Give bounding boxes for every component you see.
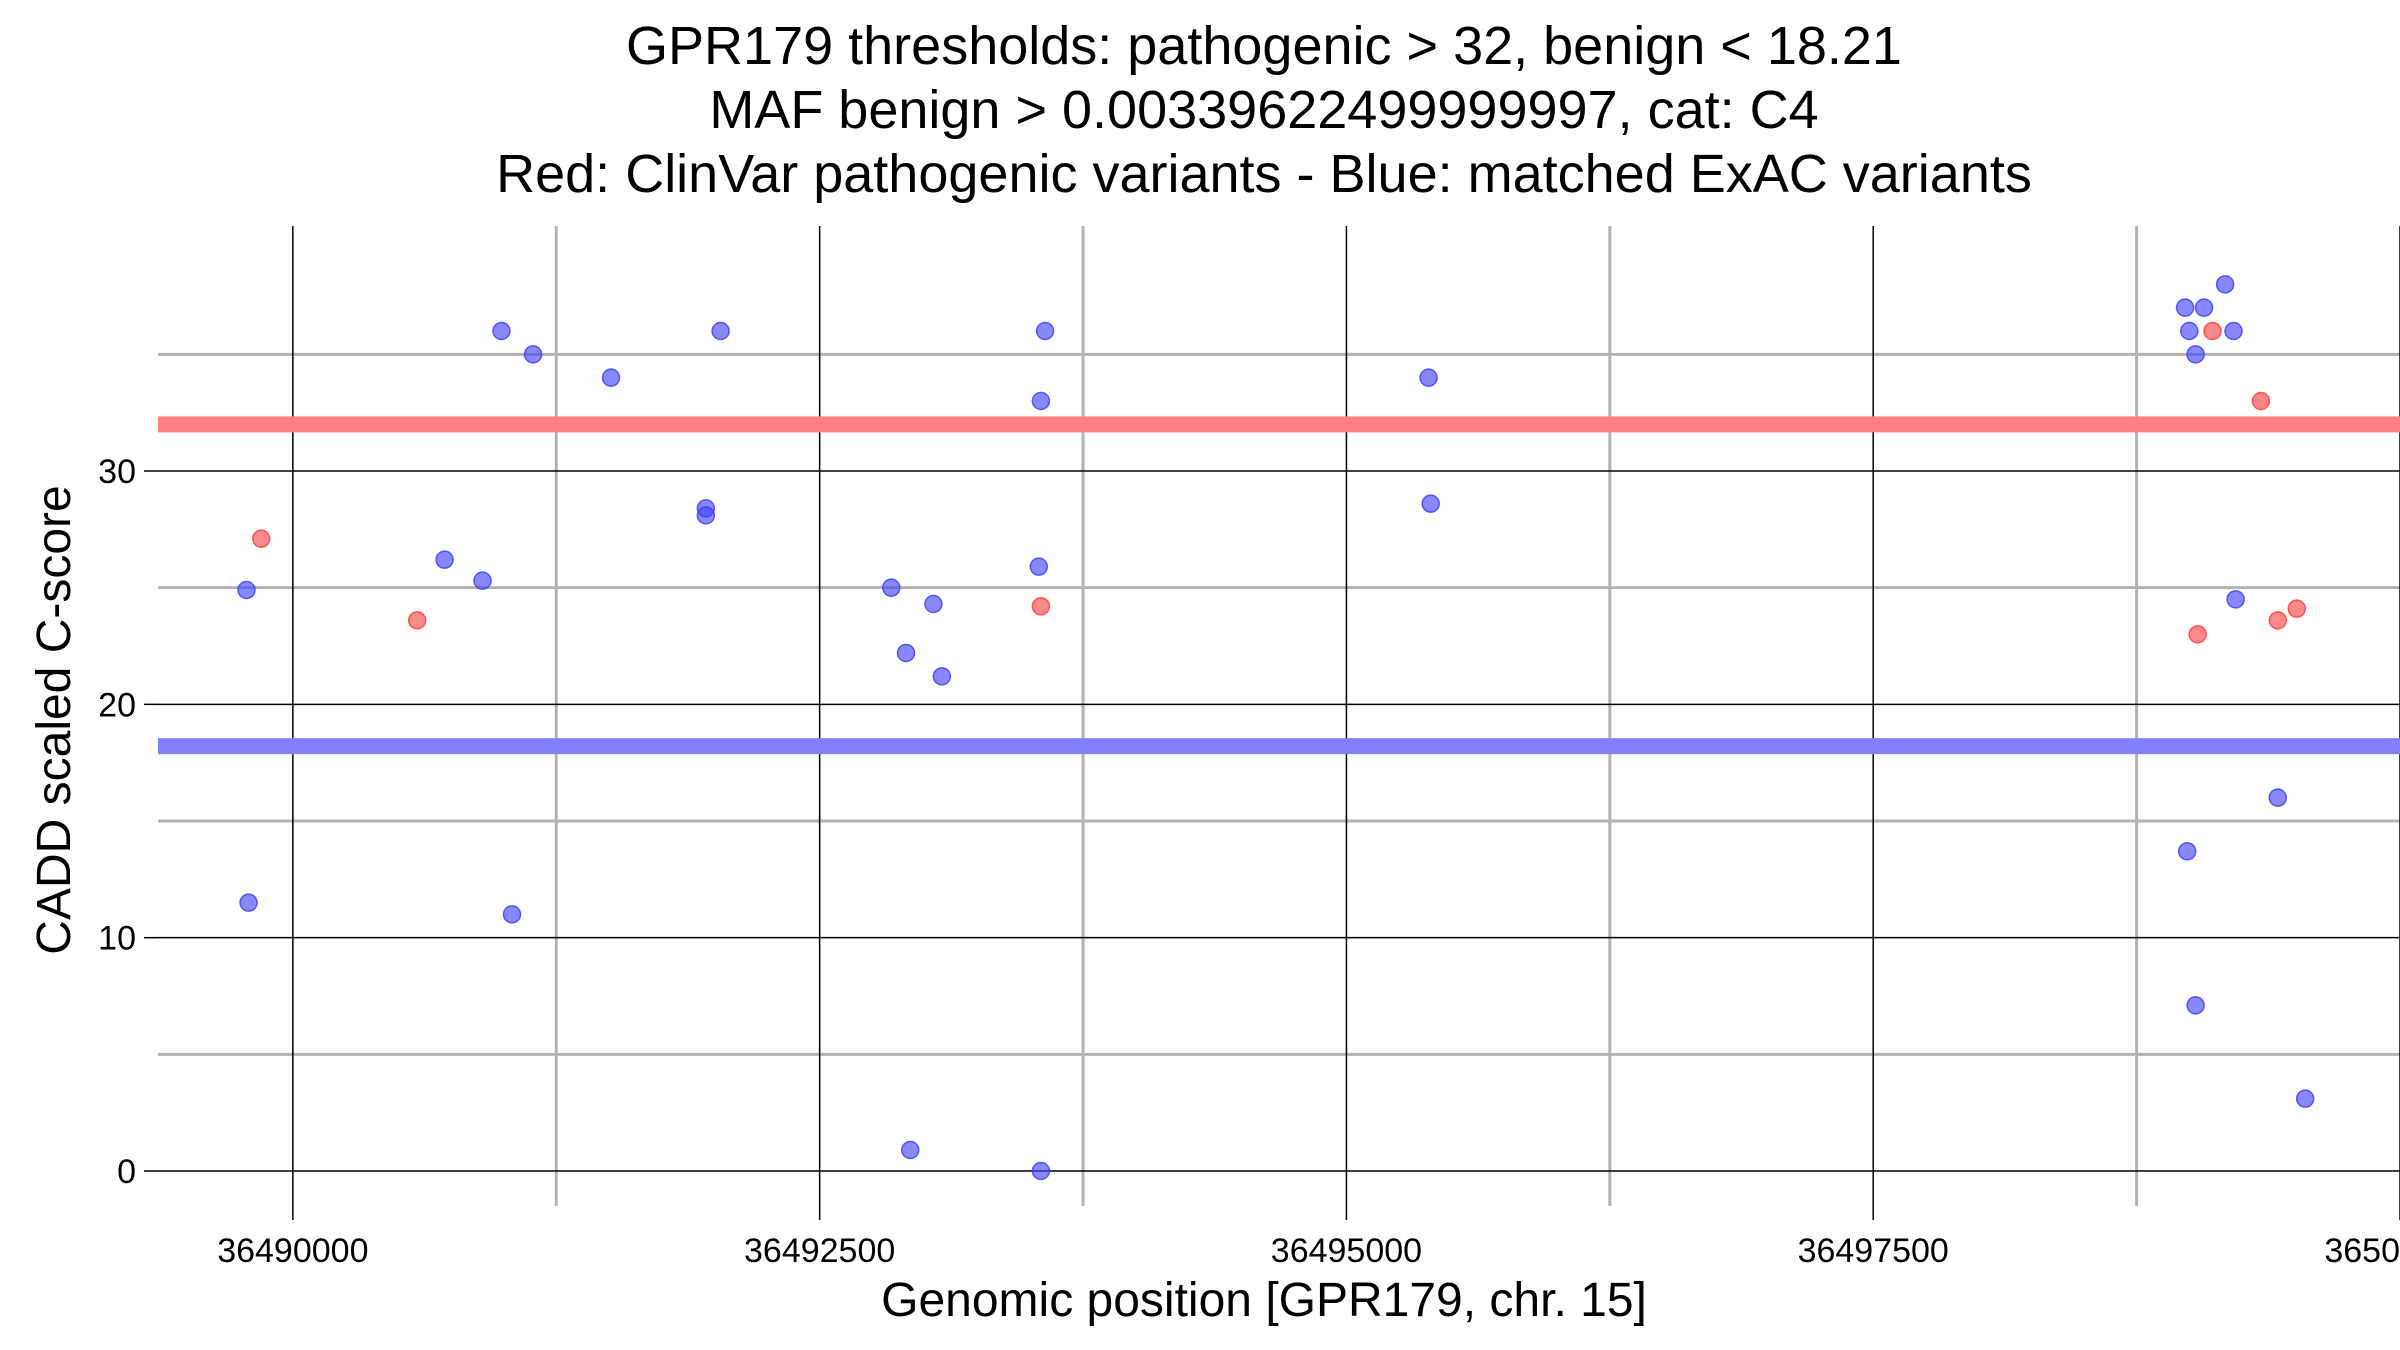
clinvar-pathogenic-point — [2251, 391, 2271, 411]
y-axis-title: CADD scaled C-score — [28, 485, 81, 954]
exac-variant-point — [924, 594, 943, 614]
exac-variant-point — [2224, 321, 2243, 341]
exac-variant-point — [1421, 494, 1440, 513]
exac-variant-point — [2186, 996, 2205, 1015]
grid-lines — [158, 226, 2400, 1206]
exac-variant-point — [2215, 275, 2235, 294]
clinvar-pathogenic-point — [2268, 611, 2288, 630]
exac-variant-point — [1419, 368, 1438, 387]
clinvar-pathogenic-point — [2287, 599, 2306, 618]
title-line-3: Red: ClinVar pathogenic variants - Blue:… — [496, 144, 2032, 204]
exac-variant-point — [882, 578, 901, 597]
exac-variant-point — [2177, 842, 2197, 861]
exac-variant-point — [523, 345, 543, 364]
title-line-2: MAF benign > 0.00339622499999997, cat: C… — [709, 80, 1818, 140]
y-tick-label: 0 — [117, 1153, 136, 1191]
chart-title: GPR179 thresholds: pathogenic > 32, beni… — [496, 16, 2032, 204]
exac-variant-point — [1031, 391, 1051, 411]
exac-variant-point — [2226, 590, 2245, 609]
clinvar-pathogenic-point — [252, 529, 271, 548]
x-tick-label: 36492500 — [744, 1232, 895, 1270]
exac-variant-point — [502, 905, 522, 924]
exac-variant-point — [932, 667, 952, 686]
title-line-1: GPR179 thresholds: pathogenic > 32, beni… — [626, 16, 1902, 76]
exac-variant-point — [896, 643, 916, 663]
exac-variant-point — [237, 580, 256, 600]
axis-ticks: 0 10 20 30 36490000 36492500 36495000 36497500 3… — [98, 453, 2400, 1270]
data-points — [237, 275, 2315, 1181]
x-tick-label: 36490000 — [217, 1232, 368, 1270]
x-tick-label: 36497500 — [1798, 1232, 1949, 1270]
exac-variant-point — [601, 368, 621, 387]
y-tick-label: 30 — [98, 453, 136, 491]
y-tick-label: 20 — [98, 686, 136, 724]
exac-variant-point — [2194, 298, 2214, 317]
exac-variant-point — [435, 550, 454, 569]
exac-variant-point — [2268, 788, 2288, 807]
exac-variant-point — [2295, 1089, 2315, 1108]
y-tick-label: 10 — [98, 920, 136, 958]
clinvar-pathogenic-point — [2188, 625, 2207, 644]
clinvar-pathogenic-point — [1031, 597, 1051, 616]
exac-variant-point — [239, 893, 258, 912]
exac-variant-point — [711, 321, 730, 341]
exac-variant-point — [2180, 321, 2199, 341]
exac-variant-point — [696, 506, 716, 525]
exac-variant-point — [473, 571, 492, 590]
exac-variant-point — [492, 321, 511, 341]
exac-variant-point — [2175, 298, 2195, 317]
clinvar-pathogenic-point — [2203, 321, 2222, 341]
x-tick-label: 36500000 — [2324, 1232, 2400, 1270]
exac-variant-point — [901, 1140, 920, 1160]
exac-variant-point — [1029, 557, 1049, 576]
exac-variant-point — [2186, 345, 2205, 364]
exac-variant-point — [1031, 1161, 1051, 1181]
x-axis-title: Genomic position [GPR179, chr. 15] — [881, 1274, 1647, 1327]
threshold-lines — [158, 416, 2400, 755]
x-tick-label: 36495000 — [1271, 1232, 1422, 1270]
clinvar-pathogenic-point — [407, 611, 427, 630]
exac-variant-point — [1035, 321, 1055, 341]
